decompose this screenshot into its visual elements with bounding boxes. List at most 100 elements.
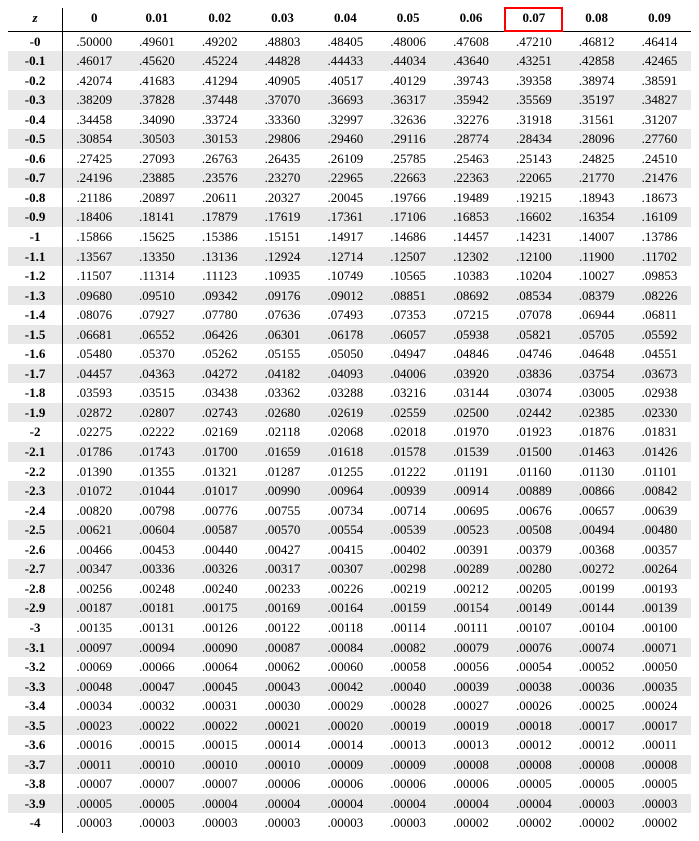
z-value: -3.4 xyxy=(8,696,63,716)
prob-cell: .00004 xyxy=(440,794,503,814)
prob-cell: .01876 xyxy=(565,422,628,442)
prob-cell: .00036 xyxy=(565,677,628,697)
prob-cell: .01101 xyxy=(628,462,691,482)
prob-cell: .13350 xyxy=(125,247,188,267)
prob-cell: .00317 xyxy=(251,559,314,579)
z-value: -0.4 xyxy=(8,110,63,130)
prob-cell: .07493 xyxy=(314,305,377,325)
prob-cell: .00087 xyxy=(251,638,314,658)
table-row: -3.5.00023.00022.00022.00021.00020.00019… xyxy=(8,716,691,736)
prob-cell: .24196 xyxy=(63,168,126,188)
prob-cell: .00050 xyxy=(628,657,691,677)
prob-cell: .00005 xyxy=(125,794,188,814)
z-value: -3.5 xyxy=(8,716,63,736)
z-value: -2.3 xyxy=(8,481,63,501)
prob-cell: .01160 xyxy=(502,462,565,482)
prob-cell: .15386 xyxy=(188,227,251,247)
prob-cell: .00391 xyxy=(440,540,503,560)
table-row: -0.6.27425.27093.26763.26435.26109.25785… xyxy=(8,149,691,169)
prob-cell: .22663 xyxy=(377,168,440,188)
prob-cell: .39358 xyxy=(502,71,565,91)
z-value: -1.5 xyxy=(8,325,63,345)
prob-cell: .04272 xyxy=(188,364,251,384)
z-value: -2.9 xyxy=(8,598,63,618)
table-row: -2.1.01786.01743.01700.01659.01618.01578… xyxy=(8,442,691,462)
prob-cell: .00010 xyxy=(188,755,251,775)
prob-cell: .48006 xyxy=(377,31,440,51)
prob-cell: .00357 xyxy=(628,540,691,560)
prob-cell: .18943 xyxy=(565,188,628,208)
z-value: -1.3 xyxy=(8,286,63,306)
prob-cell: .30503 xyxy=(125,129,188,149)
prob-cell: .00427 xyxy=(251,540,314,560)
prob-cell: .04551 xyxy=(628,344,691,364)
prob-cell: .15625 xyxy=(125,227,188,247)
prob-cell: .29116 xyxy=(377,129,440,149)
prob-cell: .00045 xyxy=(188,677,251,697)
prob-cell: .40517 xyxy=(314,71,377,91)
prob-cell: .44433 xyxy=(314,51,377,71)
prob-cell: .00523 xyxy=(440,520,503,540)
prob-cell: .00031 xyxy=(188,696,251,716)
col-header: 0 xyxy=(63,8,126,31)
prob-cell: .29806 xyxy=(251,129,314,149)
prob-cell: .00043 xyxy=(251,677,314,697)
prob-cell: .00008 xyxy=(502,755,565,775)
prob-cell: .47210 xyxy=(502,31,565,51)
prob-cell: .04093 xyxy=(314,364,377,384)
prob-cell: .49601 xyxy=(125,31,188,51)
col-header: 0.08 xyxy=(565,8,628,31)
prob-cell: .07078 xyxy=(502,305,565,325)
prob-cell: .00014 xyxy=(251,735,314,755)
prob-cell: .00003 xyxy=(565,794,628,814)
col-header: 0.06 xyxy=(440,8,503,31)
prob-cell: .00226 xyxy=(314,579,377,599)
prob-cell: .13136 xyxy=(188,247,251,267)
prob-cell: .00604 xyxy=(125,520,188,540)
prob-cell: .14007 xyxy=(565,227,628,247)
prob-cell: .04363 xyxy=(125,364,188,384)
z-value: -0.3 xyxy=(8,90,63,110)
z-value: -4 xyxy=(8,813,63,833)
prob-cell: .00144 xyxy=(565,598,628,618)
prob-cell: .15151 xyxy=(251,227,314,247)
prob-cell: .18673 xyxy=(628,188,691,208)
prob-cell: .00914 xyxy=(440,481,503,501)
table-row: -3.7.00011.00010.00010.00010.00009.00009… xyxy=(8,755,691,775)
table-row: -1.3.09680.09510.09342.09176.09012.08851… xyxy=(8,286,691,306)
prob-cell: .03836 xyxy=(502,364,565,384)
prob-cell: .00280 xyxy=(502,559,565,579)
prob-cell: .00005 xyxy=(502,774,565,794)
prob-cell: .08851 xyxy=(377,286,440,306)
prob-cell: .00004 xyxy=(314,794,377,814)
table-row: -2.7.00347.00336.00326.00317.00307.00298… xyxy=(8,559,691,579)
z-table: z00.010.020.030.040.050.060.070.080.09 -… xyxy=(8,8,691,833)
prob-cell: .20045 xyxy=(314,188,377,208)
prob-cell: .01321 xyxy=(188,462,251,482)
prob-cell: .38974 xyxy=(565,71,628,91)
table-row: -3.8.00007.00007.00007.00006.00006.00006… xyxy=(8,774,691,794)
z-value: -1.6 xyxy=(8,344,63,364)
prob-cell: .00114 xyxy=(377,618,440,638)
table-row: -2.4.00820.00798.00776.00755.00734.00714… xyxy=(8,501,691,521)
z-value: -1.8 xyxy=(8,383,63,403)
prob-cell: .40129 xyxy=(377,71,440,91)
prob-cell: .00008 xyxy=(440,755,503,775)
prob-cell: .00002 xyxy=(565,813,628,833)
prob-cell: .00076 xyxy=(502,638,565,658)
table-row: -3.3.00048.00047.00045.00043.00042.00040… xyxy=(8,677,691,697)
prob-cell: .22965 xyxy=(314,168,377,188)
col-header: 0.01 xyxy=(125,8,188,31)
prob-cell: .00019 xyxy=(440,716,503,736)
prob-cell: .48405 xyxy=(314,31,377,51)
prob-cell: .00714 xyxy=(377,501,440,521)
prob-cell: .00889 xyxy=(502,481,565,501)
prob-cell: .00159 xyxy=(377,598,440,618)
prob-cell: .09176 xyxy=(251,286,314,306)
prob-cell: .00010 xyxy=(125,755,188,775)
prob-cell: .01390 xyxy=(63,462,126,482)
prob-cell: .41683 xyxy=(125,71,188,91)
prob-cell: .08076 xyxy=(63,305,126,325)
col-header: 0.03 xyxy=(251,8,314,31)
prob-cell: .03216 xyxy=(377,383,440,403)
